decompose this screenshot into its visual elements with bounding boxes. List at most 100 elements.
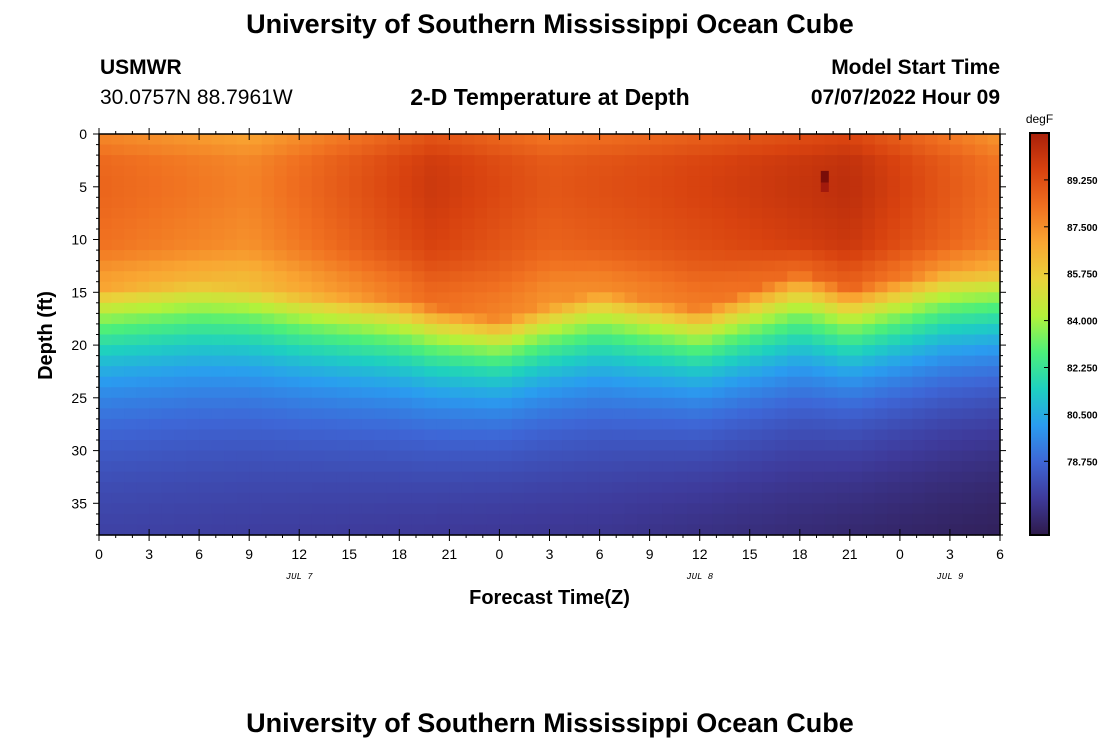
heatmap-cell: [624, 482, 638, 494]
heatmap-cell: [461, 239, 476, 251]
heatmap-cell: [336, 418, 350, 431]
heatmap-cell: [712, 197, 726, 209]
heatmap-cell: [612, 155, 626, 167]
heatmap-cell: [987, 281, 1001, 293]
heatmap-cell: [587, 524, 601, 536]
heatmap-cell: [749, 450, 763, 462]
heatmap-cell: [674, 482, 688, 494]
heatmap-cell: [99, 418, 113, 431]
heatmap-cell: [374, 271, 388, 283]
heatmap-cell: [824, 197, 838, 209]
heatmap-cell: [424, 313, 438, 325]
heatmap-cell: [536, 440, 551, 452]
heatmap-cell: [699, 176, 713, 188]
heatmap-cell: [111, 440, 125, 452]
heatmap-cell: [724, 355, 738, 367]
heatmap-cell: [174, 461, 188, 473]
heatmap-cell: [249, 429, 263, 441]
heatmap-cell: [574, 197, 588, 209]
heatmap-cell: [774, 334, 788, 346]
heatmap-cell: [774, 418, 788, 431]
heatmap-cell: [199, 165, 213, 177]
heatmap-cell: [136, 450, 150, 462]
heatmap-cell: [211, 197, 225, 209]
heatmap-cell: [824, 429, 838, 441]
heatmap-cell: [762, 228, 776, 241]
heatmap-cell: [324, 155, 338, 167]
heatmap-cell: [99, 461, 113, 473]
heatmap-cell: [837, 376, 851, 388]
heatmap-cell: [987, 482, 1001, 494]
heatmap-cell: [699, 376, 713, 388]
heatmap-cell: [612, 450, 626, 462]
heatmap-cell: [724, 207, 738, 220]
heatmap-cell: [299, 366, 313, 378]
heatmap-cell: [349, 471, 363, 483]
heatmap-cell: [199, 302, 213, 314]
heatmap-cell: [749, 218, 763, 230]
heatmap-cell: [812, 302, 826, 314]
heatmap-cell: [299, 218, 313, 230]
heatmap-cell: [461, 397, 476, 409]
heatmap-cell: [399, 461, 413, 473]
heatmap-cell: [587, 366, 601, 378]
axis-ticks: [93, 128, 1006, 541]
heatmap-cell: [224, 239, 238, 251]
heatmap-cell: [499, 492, 513, 504]
heatmap-cell: [224, 197, 238, 209]
heatmap-cell: [699, 429, 713, 441]
heatmap-cell: [336, 218, 350, 230]
heatmap-cell: [937, 134, 951, 146]
heatmap-cell: [837, 471, 851, 483]
heatmap-cell: [862, 418, 876, 431]
heatmap-cell: [174, 503, 188, 515]
heatmap-cell: [174, 376, 188, 388]
heatmap-cell: [536, 155, 551, 167]
heatmap-cell: [874, 482, 888, 494]
heatmap-cell: [411, 492, 425, 504]
heatmap-cell: [987, 492, 1001, 504]
heatmap-cell: [562, 397, 576, 409]
heatmap-cell: [937, 376, 951, 388]
heatmap-cell: [912, 524, 926, 536]
heatmap-cell: [662, 165, 676, 177]
heatmap-cell: [174, 482, 188, 494]
heatmap-cell: [399, 334, 413, 346]
heatmap-cell: [937, 492, 951, 504]
heatmap-cell: [837, 524, 851, 536]
heatmap-cell: [524, 440, 538, 452]
heatmap-cell: [311, 134, 325, 146]
heatmap-cell: [637, 450, 651, 462]
heatmap-cell: [774, 492, 788, 504]
heatmap-cell: [862, 334, 876, 346]
heatmap-cell: [199, 186, 213, 198]
heatmap-cell: [436, 250, 450, 262]
heatmap-cell: [361, 482, 375, 494]
heatmap-cell: [799, 250, 813, 262]
heatmap-cell: [699, 503, 713, 515]
heatmap-cell: [774, 144, 788, 156]
heatmap-cell: [324, 281, 338, 293]
heatmap-cell: [899, 503, 913, 515]
heatmap-cell: [436, 355, 450, 367]
heatmap-cell: [224, 250, 238, 262]
heatmap-cell: [637, 207, 651, 220]
heatmap-cell: [749, 165, 763, 177]
heatmap-cell: [937, 524, 951, 536]
heatmap-cell: [812, 281, 826, 293]
heatmap-cell: [199, 260, 213, 272]
heatmap-cell: [574, 134, 588, 146]
heatmap-cell: [724, 281, 738, 293]
heatmap-cell: [599, 144, 613, 156]
heatmap-cell: [199, 408, 213, 420]
heatmap-cell: [762, 176, 776, 188]
heatmap-cell: [662, 492, 676, 504]
heatmap-cell: [461, 218, 476, 230]
heatmap-cell: [862, 144, 876, 156]
heatmap-cell: [974, 239, 989, 251]
heatmap-cell: [274, 218, 288, 230]
heatmap-cell: [712, 207, 726, 220]
heatmap-cell: [749, 355, 763, 367]
heatmap-cell: [912, 408, 926, 420]
heatmap-cell: [687, 482, 701, 494]
